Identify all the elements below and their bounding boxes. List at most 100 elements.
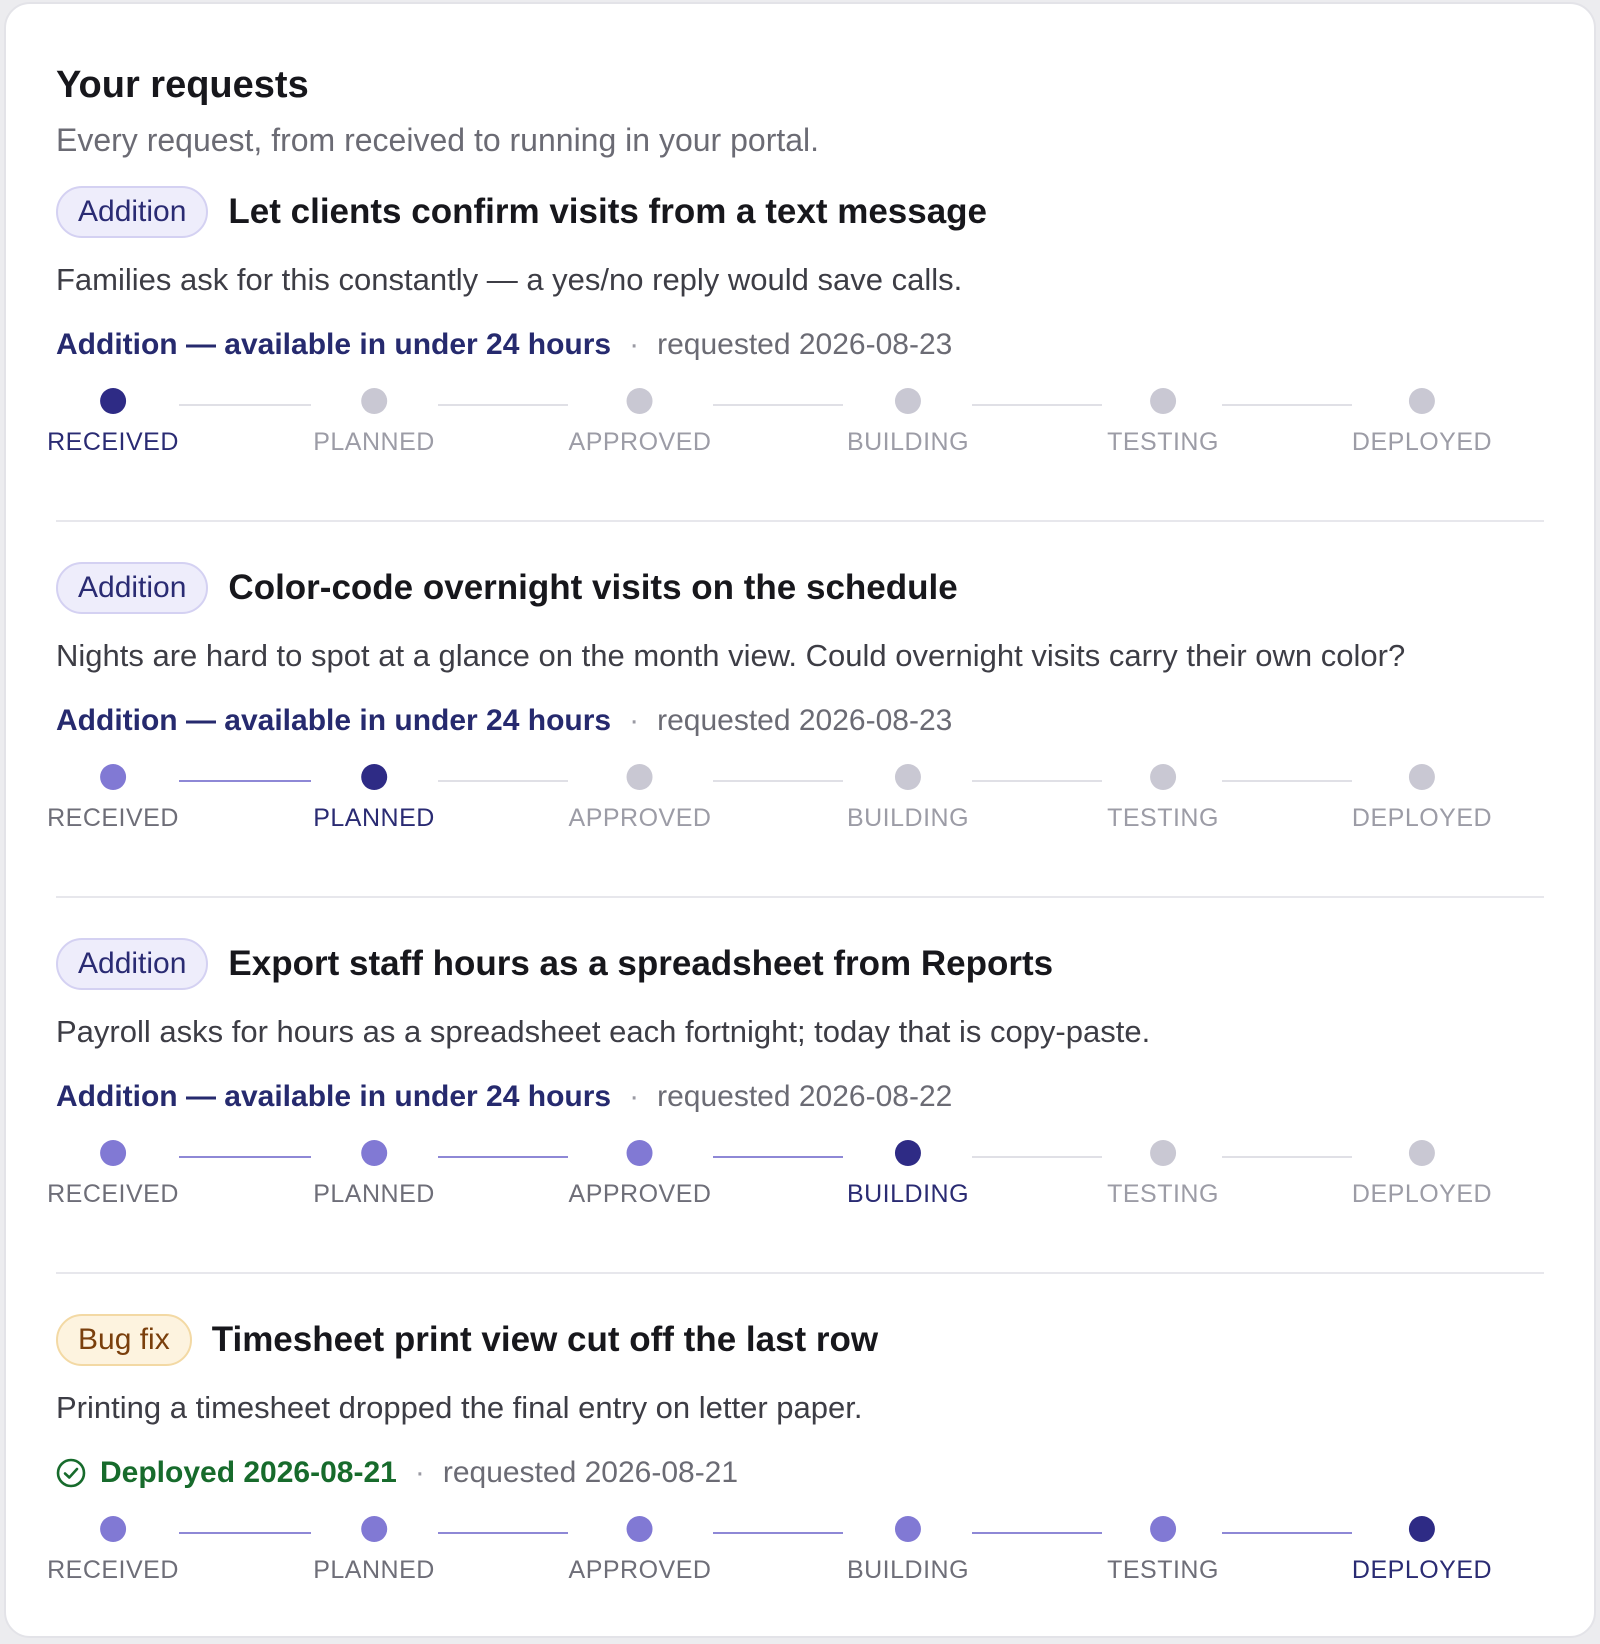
stepper-step-testing: TESTING bbox=[1107, 388, 1219, 457]
stage-label: DEPLOYED bbox=[1351, 1180, 1493, 1208]
stage-label: APPROVED bbox=[568, 1556, 712, 1584]
stage-label: RECEIVED bbox=[47, 1180, 179, 1208]
stepper-step-building: BUILDING bbox=[847, 1140, 969, 1209]
stage-dot bbox=[1408, 764, 1435, 790]
stepper-connector bbox=[438, 1532, 568, 1534]
stage-dot bbox=[361, 1140, 387, 1166]
stage-label: PLANNED bbox=[313, 804, 435, 832]
stepper-step-deployed: DEPLOYED bbox=[1352, 388, 1492, 457]
stage-dot bbox=[895, 1516, 921, 1542]
stepper-step-planned: PLANNED bbox=[313, 764, 435, 833]
request-item[interactable]: Bug fix Timesheet print view cut off the … bbox=[47, 1272, 1544, 1616]
meta-separator: · bbox=[629, 1080, 640, 1113]
stage-dot bbox=[100, 1516, 126, 1542]
stage-dot bbox=[895, 388, 921, 414]
stage-dot bbox=[100, 764, 126, 790]
stage-dot bbox=[1408, 388, 1435, 414]
stepper-connector bbox=[179, 404, 311, 406]
stepper-step-testing: TESTING bbox=[1107, 1140, 1219, 1209]
stage-dot bbox=[627, 1516, 653, 1542]
request-meta: Addition — available in under 24 hours · r… bbox=[56, 700, 1544, 742]
request-type-badge: Bug fix bbox=[56, 1314, 192, 1366]
stage-dot bbox=[627, 764, 653, 790]
request-item[interactable]: Addition Color-code overnight visits on t… bbox=[47, 520, 1544, 864]
request-header: Bug fix Timesheet print view cut off the … bbox=[56, 1312, 1544, 1368]
stepper-step-building: BUILDING bbox=[847, 764, 969, 833]
stage-dot bbox=[361, 388, 387, 414]
stage-dot bbox=[627, 388, 653, 414]
stepper-connector bbox=[438, 780, 568, 782]
request-status: Addition — available in under 24 hours bbox=[56, 704, 612, 737]
request-description: Payroll asks for hours as a spreadsheet … bbox=[56, 1014, 1151, 1049]
stage-dot bbox=[627, 1140, 653, 1166]
stepper-step-approved: APPROVED bbox=[569, 388, 712, 457]
stepper-step-testing: TESTING bbox=[1107, 764, 1219, 833]
stepper-step-planned: PLANNED bbox=[313, 388, 435, 457]
stepper-step-building: BUILDING bbox=[847, 388, 969, 457]
stage-dot bbox=[100, 388, 126, 414]
stage-label: APPROVED bbox=[568, 804, 712, 832]
stage-label: PLANNED bbox=[313, 1180, 435, 1208]
stepper-connector bbox=[1222, 1156, 1352, 1158]
stage-label: TESTING bbox=[1107, 428, 1219, 456]
page-subtitle: Every request, from received to running … bbox=[56, 122, 820, 158]
request-status: Addition — available in under 24 hours bbox=[56, 1080, 612, 1113]
request-title[interactable]: Export staff hours as a spreadsheet from… bbox=[228, 944, 1054, 983]
check-circle-icon bbox=[56, 1458, 86, 1488]
progress-stepper: RECEIVED PLANNED APPROVED BUILDING TESTING DE… bbox=[47, 388, 1544, 488]
request-description: Families ask for this constantly — a yes… bbox=[56, 262, 963, 297]
request-title[interactable]: Color-code overnight visits on the sched… bbox=[228, 568, 958, 607]
stage-label: TESTING bbox=[1107, 804, 1219, 832]
stage-label: APPROVED bbox=[568, 1180, 712, 1208]
stage-label: RECEIVED bbox=[47, 804, 179, 832]
stepper-connector bbox=[438, 404, 568, 406]
stepper-step-testing: TESTING bbox=[1107, 1516, 1219, 1585]
request-meta: Addition — available in under 24 hours · r… bbox=[56, 1076, 1544, 1118]
request-item[interactable]: Addition Export staff hours as a spreadsh… bbox=[47, 896, 1544, 1240]
request-description: Printing a timesheet dropped the final e… bbox=[56, 1390, 863, 1425]
stage-dot bbox=[1150, 764, 1176, 790]
requested-date: requested 2026-08-23 bbox=[657, 328, 953, 361]
requested-date: requested 2026-08-21 bbox=[442, 1456, 739, 1489]
stage-dot bbox=[361, 764, 387, 790]
requests-card: Your requests Every request, from receiv… bbox=[4, 2, 1596, 1638]
stepper-connector bbox=[713, 404, 843, 406]
stepper-connector bbox=[1222, 404, 1352, 406]
request-type-badge: Addition bbox=[56, 186, 209, 238]
stage-label: DEPLOYED bbox=[1351, 428, 1493, 456]
stepper-step-received: RECEIVED bbox=[47, 1140, 179, 1209]
stepper-connector bbox=[179, 1532, 311, 1534]
stepper-step-approved: APPROVED bbox=[569, 1140, 712, 1209]
request-title[interactable]: Timesheet print view cut off the last ro… bbox=[211, 1320, 879, 1359]
stage-dot bbox=[1408, 1140, 1435, 1166]
progress-stepper: RECEIVED PLANNED APPROVED BUILDING TESTING DE… bbox=[47, 764, 1544, 864]
request-header: Addition Color-code overnight visits on t… bbox=[56, 560, 1544, 616]
stage-label: DEPLOYED bbox=[1351, 1556, 1493, 1584]
stage-label: TESTING bbox=[1107, 1556, 1219, 1584]
stage-dot bbox=[895, 1140, 921, 1166]
stage-label: BUILDING bbox=[846, 1180, 970, 1208]
stepper-step-deployed: DEPLOYED bbox=[1352, 1140, 1492, 1209]
stepper-step-deployed: DEPLOYED bbox=[1352, 1516, 1492, 1585]
stage-dot bbox=[1150, 1140, 1176, 1166]
request-description: Nights are hard to spot at a glance on t… bbox=[56, 638, 1406, 673]
progress-stepper: RECEIVED PLANNED APPROVED BUILDING TESTING DE… bbox=[47, 1516, 1544, 1616]
stage-label: BUILDING bbox=[846, 1556, 970, 1584]
request-item[interactable]: Addition Let clients confirm visits from … bbox=[47, 184, 1544, 488]
stepper-step-planned: PLANNED bbox=[313, 1140, 435, 1209]
stage-label: RECEIVED bbox=[47, 428, 179, 456]
request-status: Addition — available in under 24 hours bbox=[56, 328, 612, 361]
stepper-connector bbox=[1222, 780, 1352, 782]
meta-separator: · bbox=[414, 1456, 425, 1489]
stage-label: RECEIVED bbox=[47, 1556, 179, 1584]
stepper-step-approved: APPROVED bbox=[569, 764, 712, 833]
stepper-connector bbox=[972, 404, 1102, 406]
request-type-badge: Addition bbox=[56, 562, 209, 614]
request-title[interactable]: Let clients confirm visits from a text m… bbox=[228, 192, 988, 231]
request-list: Addition Let clients confirm visits from … bbox=[47, 184, 1544, 1616]
stepper-connector bbox=[713, 1532, 843, 1534]
request-meta: Deployed 2026-08-21 · requested 2026-08-21 bbox=[56, 1452, 1544, 1494]
stage-dot bbox=[1408, 1516, 1435, 1542]
request-type-badge: Addition bbox=[56, 938, 209, 990]
stepper-step-approved: APPROVED bbox=[569, 1516, 712, 1585]
